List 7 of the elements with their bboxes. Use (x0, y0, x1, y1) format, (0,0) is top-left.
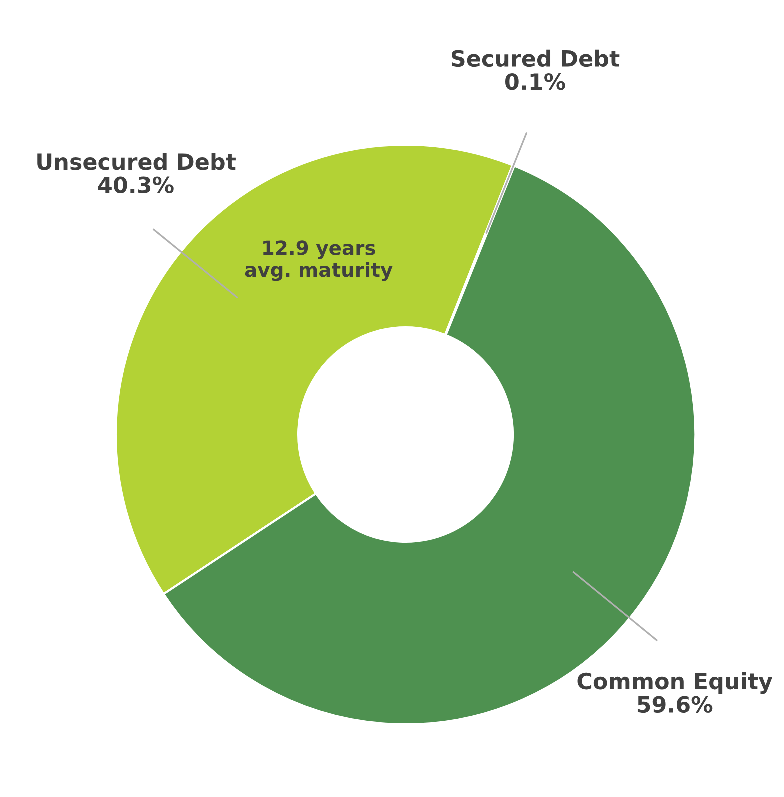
data-label: 40.3% (98, 176, 174, 194)
slice-label: Secured Debt (452, 50, 620, 68)
text: 12.9 years avg. maturity (245, 240, 393, 282)
data-label: 59.6% (638, 696, 713, 714)
slice-label: Unsecured Debt (38, 153, 236, 170)
slice-label: Common Equity (578, 672, 773, 694)
data-label: 0.1% (506, 73, 566, 90)
